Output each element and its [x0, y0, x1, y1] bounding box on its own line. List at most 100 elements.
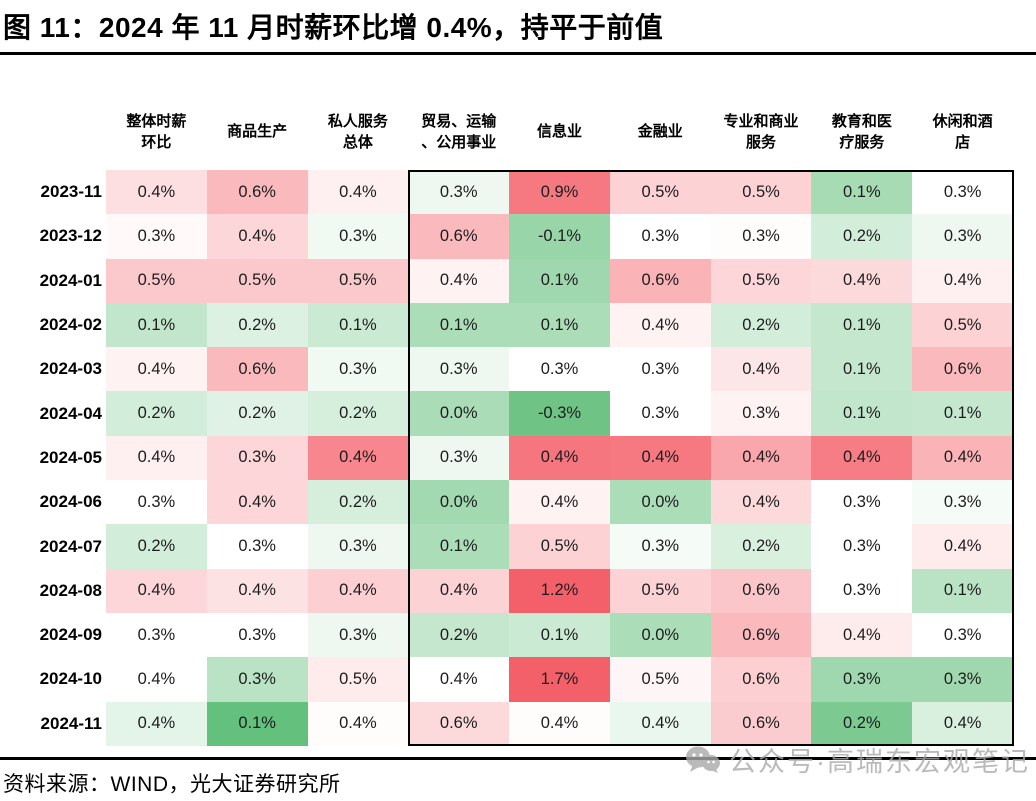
heatmap-cell: 0.2% — [811, 701, 913, 746]
row-label-2023-12: 2023-12 — [39, 226, 102, 246]
heatmap-cell: 0.4% — [811, 612, 913, 658]
watermark-text: 公众号·高瑞东宏观笔记 — [729, 747, 1030, 777]
heatmap-cell: 0.3% — [408, 347, 510, 392]
heatmap-cell: 0.3% — [912, 170, 1014, 215]
heatmap-cell: 0.0% — [408, 391, 510, 436]
heatmap-cell: 1.2% — [509, 568, 610, 613]
column-header-2: 私人服务 总体 — [327, 113, 388, 151]
heatmap-cell: 0.6% — [408, 701, 510, 746]
table-row: 2024-08 0.4% 0.4% 0.4% 0.4% 1.2% 0.5% 0.6% 0.3% 0… — [28, 568, 1014, 613]
heatmap-cell: 0.2% — [206, 302, 308, 348]
row-label-2024-11: 2024-11 — [40, 713, 102, 733]
table-row: 2024-07 0.2% 0.3% 0.3% 0.1% 0.5% 0.3% 0.2% 0.3% 0… — [28, 524, 1014, 569]
table-row: 2024-09 0.3% 0.3% 0.3% 0.2% 0.1% 0.0% 0.6% 0.4% 0… — [28, 612, 1014, 658]
heatmap-cell: 0.4% — [408, 568, 510, 613]
heatmap-cell: 0.4% — [307, 170, 409, 215]
heatmap-cell: 1.7% — [509, 657, 610, 702]
heatmap-cell: 0.4% — [105, 435, 207, 481]
heatmap-cell: 0.3% — [912, 657, 1014, 702]
heatmap-cell: 0.3% — [912, 480, 1014, 525]
heatmap-cell: -0.3% — [509, 391, 610, 436]
heatmap-cell: 0.2% — [307, 391, 409, 436]
wechat-icon — [686, 746, 720, 773]
heatmap-cell: 0.2% — [710, 524, 812, 569]
heatmap-cell: 0.3% — [811, 568, 913, 613]
heatmap-cell: 0.4% — [206, 568, 308, 613]
heatmap-cell: 0.3% — [307, 347, 409, 392]
heatmap-cell: 0.1% — [811, 302, 913, 348]
heatmap-cell: 0.2% — [408, 612, 510, 658]
bottom-divider — [0, 757, 1036, 760]
heatmap-cell: 0.4% — [710, 435, 812, 481]
row-label-2023-11: 2023-11 — [40, 182, 102, 202]
heatmap-cell: 0.4% — [408, 657, 510, 702]
heatmap-cell: 0.4% — [912, 524, 1014, 569]
heatmap-cell: 0.6% — [206, 347, 308, 392]
column-header-3: 贸易、运输 、公用事业 — [421, 113, 497, 151]
heatmap-cell: 0.3% — [912, 612, 1014, 658]
heatmap-cell: 0.1% — [811, 170, 913, 215]
heatmap-cell: 0.2% — [206, 391, 308, 436]
table-row: 2024-02 0.1% 0.2% 0.1% 0.1% 0.1% 0.4% 0.2% 0.1% 0… — [28, 302, 1014, 348]
heatmap-cell: 0.4% — [105, 347, 207, 392]
heatmap-cell: 0.4% — [206, 214, 308, 259]
heatmap-cell: 0.5% — [609, 170, 711, 215]
row-label-2024-09: 2024-09 — [39, 625, 102, 645]
heatmap-body: 2023-11 0.4% 0.6% 0.4% 0.3% 0.9% 0.5% 0.5% 0.1% 0… — [28, 170, 1014, 746]
heatmap-cell: 0.4% — [912, 701, 1014, 746]
heatmap-cell: 0.2% — [811, 214, 913, 259]
heatmap-cell: 0.3% — [105, 612, 207, 658]
table-row: 2024-04 0.2% 0.2% 0.2% 0.0% -0.3% 0.3% 0.3% 0.1%… — [28, 391, 1014, 436]
row-label-2024-03: 2024-03 — [39, 359, 102, 379]
heatmap-cell: 0.3% — [710, 391, 812, 436]
watermark: 公众号·高瑞东宏观笔记 — [685, 740, 1030, 779]
heatmap-cell: 0.5% — [307, 258, 409, 303]
heatmap-cell: 0.1% — [408, 302, 510, 348]
heatmap-cell: 0.6% — [609, 258, 711, 303]
heatmap-cell: 0.0% — [408, 480, 510, 525]
heatmap-cell: -0.1% — [509, 214, 610, 259]
heatmap-cell: 0.4% — [105, 568, 207, 613]
table-row: 2024-01 0.5% 0.5% 0.5% 0.4% 0.1% 0.6% 0.5% 0.4% 0… — [28, 258, 1014, 303]
heatmap-cell: 0.4% — [509, 701, 610, 746]
heatmap-cell: 0.3% — [811, 480, 913, 525]
heatmap-cell: 0.6% — [710, 701, 812, 746]
heatmap-corner-spacer — [28, 95, 106, 170]
heatmap-cell: 0.1% — [105, 302, 207, 348]
heatmap-cell: 0.3% — [206, 524, 308, 569]
table-row: 2024-03 0.4% 0.6% 0.3% 0.3% 0.3% 0.3% 0.4% 0.1% 0… — [28, 347, 1014, 392]
heatmap-cell: 0.3% — [105, 214, 207, 259]
table-row: 2023-12 0.3% 0.4% 0.3% 0.6% -0.1% 0.3% 0.3% 0.2%… — [28, 214, 1014, 259]
heatmap-cell: 0.1% — [811, 391, 913, 436]
heatmap-cell: 0.4% — [609, 701, 711, 746]
heatmap-cell: 0.3% — [206, 612, 308, 658]
heatmap-cell: 0.3% — [307, 524, 409, 569]
heatmap-cell: 0.5% — [206, 258, 308, 303]
heatmap-cell: 0.4% — [811, 258, 913, 303]
heatmap-cell: 0.1% — [408, 524, 510, 569]
heatmap-cell: 0.3% — [206, 435, 308, 481]
title-divider — [0, 52, 1036, 55]
heatmap-cell: 0.3% — [307, 214, 409, 259]
row-label-2024-02: 2024-02 — [39, 315, 102, 335]
heatmap-cell: 0.3% — [307, 612, 409, 658]
heatmap-cell: 0.4% — [408, 258, 510, 303]
heatmap-cell: 0.4% — [307, 435, 409, 481]
heatmap-cell: 0.4% — [710, 480, 812, 525]
source-note: 资料来源：WIND，光大证券研究所 — [3, 773, 341, 796]
heatmap-cell: 0.3% — [206, 657, 308, 702]
heatmap-cell: 0.4% — [811, 435, 913, 481]
heatmap-cell: 0.3% — [609, 347, 711, 392]
heatmap-cell: 0.6% — [710, 612, 812, 658]
row-label-2024-10: 2024-10 — [39, 669, 102, 689]
heatmap-cell: 0.3% — [609, 524, 711, 569]
table-row: 2024-05 0.4% 0.3% 0.4% 0.3% 0.4% 0.4% 0.4% 0.4% 0… — [28, 435, 1014, 481]
heatmap-cell: 0.4% — [912, 258, 1014, 303]
heatmap-cell: 0.5% — [609, 657, 711, 702]
heatmap-cell: 0.2% — [105, 391, 207, 436]
heatmap-cell: 0.4% — [105, 701, 207, 746]
table-row: 2024-10 0.4% 0.3% 0.5% 0.4% 1.7% 0.5% 0.6% 0.3% 0… — [28, 657, 1014, 702]
heatmap-cell: 0.0% — [609, 480, 711, 525]
heatmap-cell: 0.4% — [105, 170, 207, 215]
